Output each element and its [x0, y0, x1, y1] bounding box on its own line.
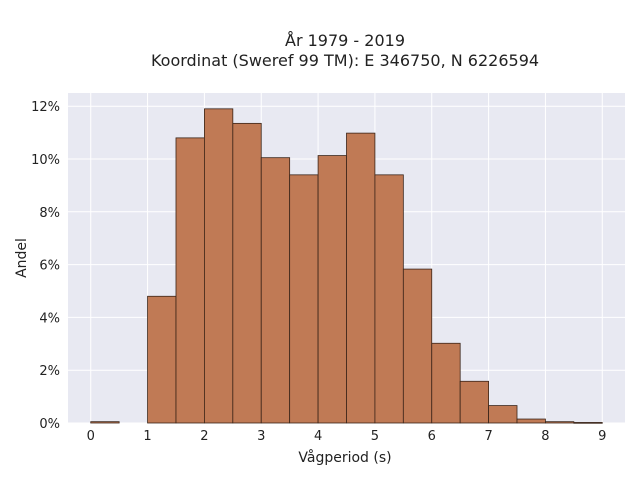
y-tick-label: 12% — [31, 100, 60, 115]
x-tick-label: 2 — [200, 429, 208, 444]
y-tick-label: 10% — [31, 153, 60, 168]
y-tick-label: 6% — [39, 259, 60, 274]
chart-title-line1: År 1979 - 2019 — [285, 31, 405, 50]
x-tick-label: 5 — [371, 429, 379, 444]
chart-title-line2: Koordinat (Sweref 99 TM): E 346750, N 62… — [151, 51, 539, 70]
histogram-bar-10 — [374, 174, 404, 424]
histogram-bar-0 — [90, 421, 120, 424]
histogram-bar-5 — [232, 122, 262, 424]
histogram-bar-9 — [346, 132, 376, 424]
x-tick-label: 0 — [87, 429, 95, 444]
histogram-bar-13 — [459, 380, 489, 424]
histogram-bar-15 — [516, 418, 546, 424]
x-tick-label: 6 — [428, 429, 436, 444]
histogram-bar-8 — [317, 155, 347, 424]
y-axis-ticks: 0% 2% 4% 6% 8% 10% 12% — [31, 100, 60, 432]
histogram-bar-14 — [488, 405, 518, 424]
x-tick-label: 3 — [257, 429, 265, 444]
y-axis-label: Andel — [14, 238, 30, 278]
x-tick-label: 1 — [143, 429, 151, 444]
histogram-bar-7 — [289, 174, 319, 424]
histogram-bar-6 — [260, 157, 291, 424]
histogram-bar-11 — [402, 268, 433, 424]
y-tick-label: 4% — [39, 311, 60, 326]
bars — [90, 108, 603, 424]
y-tick-label: 0% — [39, 417, 60, 432]
y-tick-label: 2% — [39, 364, 60, 379]
histogram-bar-12 — [431, 342, 461, 424]
x-tick-label: 8 — [541, 429, 549, 444]
histogram-bar-3 — [175, 137, 205, 424]
histogram-bar-4 — [204, 108, 234, 424]
x-axis-ticks: 0 1 2 3 4 5 6 7 8 9 — [87, 429, 607, 444]
x-tick-label: 4 — [314, 429, 322, 444]
histogram-bar-17 — [573, 422, 603, 424]
x-axis-label: Vågperiod (s) — [298, 449, 391, 466]
histogram-bar-2 — [147, 295, 177, 424]
x-tick-label: 9 — [598, 429, 606, 444]
histogram-bar-16 — [545, 421, 575, 424]
x-tick-label: 7 — [484, 429, 492, 444]
y-tick-label: 8% — [39, 206, 60, 221]
